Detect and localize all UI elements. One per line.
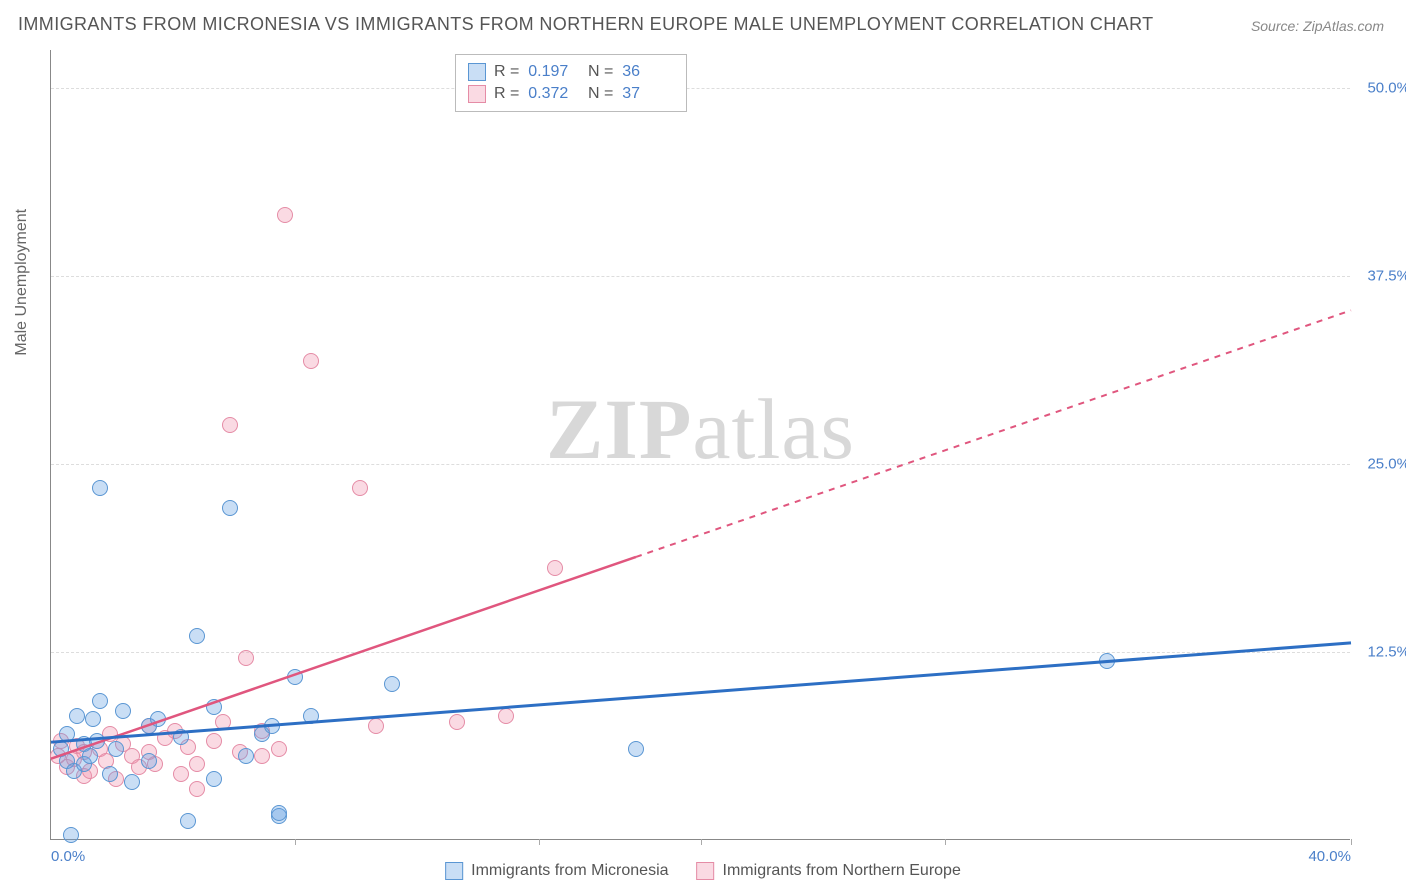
data-point bbox=[92, 480, 108, 496]
data-point bbox=[189, 756, 205, 772]
source-attribution: Source: ZipAtlas.com bbox=[1251, 18, 1384, 34]
gridline-h bbox=[51, 276, 1350, 277]
data-point bbox=[59, 726, 75, 742]
data-point bbox=[92, 693, 108, 709]
data-point bbox=[173, 766, 189, 782]
series-legend: Immigrants from Micronesia Immigrants fr… bbox=[445, 862, 961, 880]
data-point bbox=[89, 733, 105, 749]
data-point bbox=[206, 771, 222, 787]
data-point bbox=[82, 748, 98, 764]
data-point bbox=[141, 753, 157, 769]
data-point bbox=[69, 708, 85, 724]
gridline-h bbox=[51, 88, 1350, 89]
chart-title: IMMIGRANTS FROM MICRONESIA VS IMMIGRANTS… bbox=[18, 14, 1154, 35]
x-tick bbox=[945, 839, 946, 845]
x-tick bbox=[539, 839, 540, 845]
data-point bbox=[449, 714, 465, 730]
data-point bbox=[384, 676, 400, 692]
data-point bbox=[189, 628, 205, 644]
x-tick bbox=[295, 839, 296, 845]
legend-label: Immigrants from Micronesia bbox=[471, 862, 668, 880]
data-point bbox=[352, 480, 368, 496]
data-point bbox=[271, 805, 287, 821]
gridline-h bbox=[51, 464, 1350, 465]
data-point bbox=[277, 207, 293, 223]
data-point bbox=[498, 708, 514, 724]
legend-label: Immigrants from Northern Europe bbox=[723, 862, 961, 880]
data-point bbox=[1099, 653, 1115, 669]
data-point bbox=[124, 774, 140, 790]
swatch-pink-icon bbox=[697, 862, 715, 880]
data-point bbox=[238, 650, 254, 666]
data-point bbox=[303, 708, 319, 724]
y-tick-label: 50.0% bbox=[1367, 79, 1406, 96]
data-point bbox=[189, 781, 205, 797]
data-point bbox=[547, 560, 563, 576]
data-point bbox=[206, 699, 222, 715]
y-tick-label: 37.5% bbox=[1367, 267, 1406, 284]
data-point bbox=[303, 353, 319, 369]
data-point bbox=[63, 827, 79, 843]
swatch-blue-icon bbox=[445, 862, 463, 880]
data-point bbox=[85, 711, 101, 727]
x-tick-label: 40.0% bbox=[1308, 848, 1351, 865]
scatter-plot-area: ZIPatlas 12.5%25.0%37.5%50.0%0.0%40.0% bbox=[50, 50, 1350, 840]
data-point bbox=[215, 714, 231, 730]
data-point bbox=[271, 741, 287, 757]
legend-item-blue: Immigrants from Micronesia bbox=[445, 862, 668, 880]
data-point bbox=[115, 703, 131, 719]
data-point bbox=[628, 741, 644, 757]
x-tick bbox=[701, 839, 702, 845]
data-point bbox=[238, 748, 254, 764]
y-tick-label: 25.0% bbox=[1367, 455, 1406, 472]
x-tick bbox=[1351, 839, 1352, 845]
data-point bbox=[222, 500, 238, 516]
data-point bbox=[108, 741, 124, 757]
data-point bbox=[150, 711, 166, 727]
data-point bbox=[264, 718, 280, 734]
legend-row-blue: R = 0.197 N = 36 bbox=[468, 61, 674, 83]
data-point bbox=[206, 733, 222, 749]
swatch-pink-icon bbox=[468, 85, 486, 103]
x-tick-label: 0.0% bbox=[51, 848, 85, 865]
data-point bbox=[180, 813, 196, 829]
legend-item-pink: Immigrants from Northern Europe bbox=[697, 862, 961, 880]
data-point bbox=[102, 766, 118, 782]
swatch-blue-icon bbox=[468, 63, 486, 81]
legend-row-pink: R = 0.372 N = 37 bbox=[468, 83, 674, 105]
data-point bbox=[173, 729, 189, 745]
data-point bbox=[287, 669, 303, 685]
y-axis-label: Male Unemployment bbox=[13, 209, 31, 356]
data-point bbox=[254, 748, 270, 764]
data-point bbox=[368, 718, 384, 734]
trend-lines bbox=[51, 50, 1351, 840]
data-point bbox=[222, 417, 238, 433]
correlation-legend: R = 0.197 N = 36 R = 0.372 N = 37 bbox=[455, 54, 687, 112]
y-tick-label: 12.5% bbox=[1367, 643, 1406, 660]
